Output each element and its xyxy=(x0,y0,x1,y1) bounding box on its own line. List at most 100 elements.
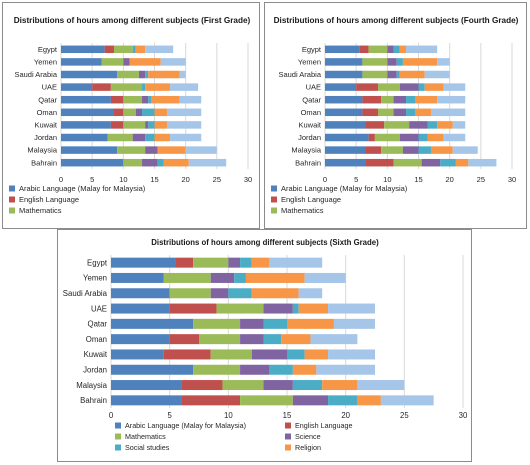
category-label: Egypt xyxy=(302,45,322,54)
bar-segment-science xyxy=(387,45,394,54)
bar-segment-religion xyxy=(135,45,146,54)
bar-segment-social-studies xyxy=(142,83,146,91)
bar-segment-english-language xyxy=(169,334,199,345)
legend-swatch xyxy=(271,207,277,214)
bar-segment-social-studies xyxy=(328,395,358,406)
bar-segment-science xyxy=(402,146,419,154)
bar-segment-social-studies xyxy=(418,133,428,142)
bar-segment-social-studies xyxy=(148,95,152,104)
category-label: Oman xyxy=(301,108,321,117)
bar-segment-social-studies xyxy=(263,334,282,345)
bar-segment-science xyxy=(251,349,287,360)
bar-segment-arabic-language-malay-for-malaysia xyxy=(61,121,111,129)
bar-segment-social-studies xyxy=(396,70,400,79)
category-label: Yemen xyxy=(83,274,107,283)
bar-segment-english-language xyxy=(113,108,124,117)
bar-segment-social-studies xyxy=(406,95,416,104)
bar-segment-science xyxy=(263,380,293,391)
legend-swatch xyxy=(285,422,291,429)
x-tick-label: 15 xyxy=(283,411,292,420)
bar-segment-other xyxy=(145,45,174,54)
bar-segment-social-studies xyxy=(263,318,287,329)
bar-segment-english-language xyxy=(365,146,382,154)
category-label: Bahrain xyxy=(295,158,321,167)
bar-segment-science xyxy=(210,272,235,283)
bar-segment-religion xyxy=(437,121,453,129)
bar-segment-mathematics xyxy=(222,380,264,391)
bar-segment-other xyxy=(328,349,375,360)
category-label: Qatar xyxy=(302,95,321,104)
x-tick-label: 0 xyxy=(323,175,327,184)
category-label: Malaysia xyxy=(27,146,57,155)
bar-segment-arabic-language-malay-for-malaysia xyxy=(325,158,366,167)
bar-segment-other xyxy=(430,108,466,117)
bar-segment-science xyxy=(142,158,158,167)
bar-segment-science xyxy=(240,364,270,375)
bar-segment-religion xyxy=(424,83,444,91)
bar-segment-religion xyxy=(157,146,186,154)
category-label: Kuwait xyxy=(84,350,108,359)
bar-segment-religion xyxy=(281,334,311,345)
x-tick-label: 10 xyxy=(224,411,233,420)
bar-segment-religion xyxy=(251,288,299,299)
legend-label: Mathematics xyxy=(281,206,324,215)
category-label: Saudi Arabia xyxy=(278,70,321,79)
bar-segment-mathematics xyxy=(374,133,400,142)
bar-segment-religion xyxy=(430,146,453,154)
bar-segment-other xyxy=(333,318,375,329)
legend-label: Mathematics xyxy=(125,432,166,441)
chart-title: Distributions of hours among different s… xyxy=(151,238,379,247)
bar-segment-arabic-language-malay-for-malaysia xyxy=(111,318,194,329)
sixth-grade-chart: Distributions of hours among different s… xyxy=(63,238,468,452)
bar-segment-arabic-language-malay-for-malaysia xyxy=(61,45,105,54)
bar-segment-arabic-language-malay-for-malaysia xyxy=(111,288,170,299)
bar-segment-mathematics xyxy=(123,158,143,167)
bar-segment-english-language xyxy=(181,395,241,406)
bar-segment-mathematics xyxy=(117,70,139,79)
x-tick-label: 5 xyxy=(90,175,94,184)
bar-segment-english-language xyxy=(359,45,369,54)
bar-segment-english-language xyxy=(368,133,375,142)
bar-segment-mathematics xyxy=(169,288,211,299)
bar-segment-religion xyxy=(163,158,189,167)
bar-segment-english-language xyxy=(92,83,111,91)
bar-segment-religion xyxy=(251,257,270,268)
bar-segment-science xyxy=(421,158,441,167)
bar-segment-science xyxy=(393,108,407,117)
x-tick-label: 20 xyxy=(341,411,350,420)
bar-segment-other xyxy=(443,133,466,142)
x-tick-label: 0 xyxy=(59,175,63,184)
bar-segment-religion xyxy=(399,70,425,79)
bar-segment-social-studies xyxy=(157,158,164,167)
x-tick-label: 0 xyxy=(109,411,114,420)
bar-segment-arabic-language-malay-for-malaysia xyxy=(325,45,360,54)
bar-segment-english-language xyxy=(169,303,217,314)
bar-segment-mathematics xyxy=(384,121,410,129)
bar-segment-mathematics xyxy=(117,146,146,154)
bar-segment-other xyxy=(269,257,323,268)
category-label: Jordan xyxy=(298,133,321,142)
bar-segment-religion xyxy=(148,70,180,79)
bar-segment-arabic-language-malay-for-malaysia xyxy=(111,303,170,314)
bar-segment-english-language xyxy=(175,257,194,268)
bar-segment-religion xyxy=(399,45,407,54)
category-label: Yemen xyxy=(298,58,321,67)
bar-segment-science xyxy=(123,58,130,66)
x-tick-label: 10 xyxy=(383,175,391,184)
bar-segment-social-studies xyxy=(440,158,456,167)
legend-label: English Language xyxy=(19,195,79,204)
legend-label: English Language xyxy=(281,195,341,204)
bar-segment-religion xyxy=(402,58,438,66)
bar-segment-other xyxy=(166,121,202,129)
bar-segment-science xyxy=(409,121,428,129)
category-label: Malaysia xyxy=(291,146,321,155)
bar-segment-science xyxy=(132,133,146,142)
legend-label: Arabic Language (Malay for Malaysia) xyxy=(19,184,146,193)
bar-segment-other xyxy=(304,272,346,283)
legend-swatch xyxy=(285,444,291,451)
legend-swatch xyxy=(115,422,121,429)
bar-segment-other xyxy=(160,58,186,66)
bar-segment-social-studies xyxy=(234,272,246,283)
bar-segment-mathematics xyxy=(163,272,211,283)
bar-segment-arabic-language-malay-for-malaysia xyxy=(325,108,363,117)
